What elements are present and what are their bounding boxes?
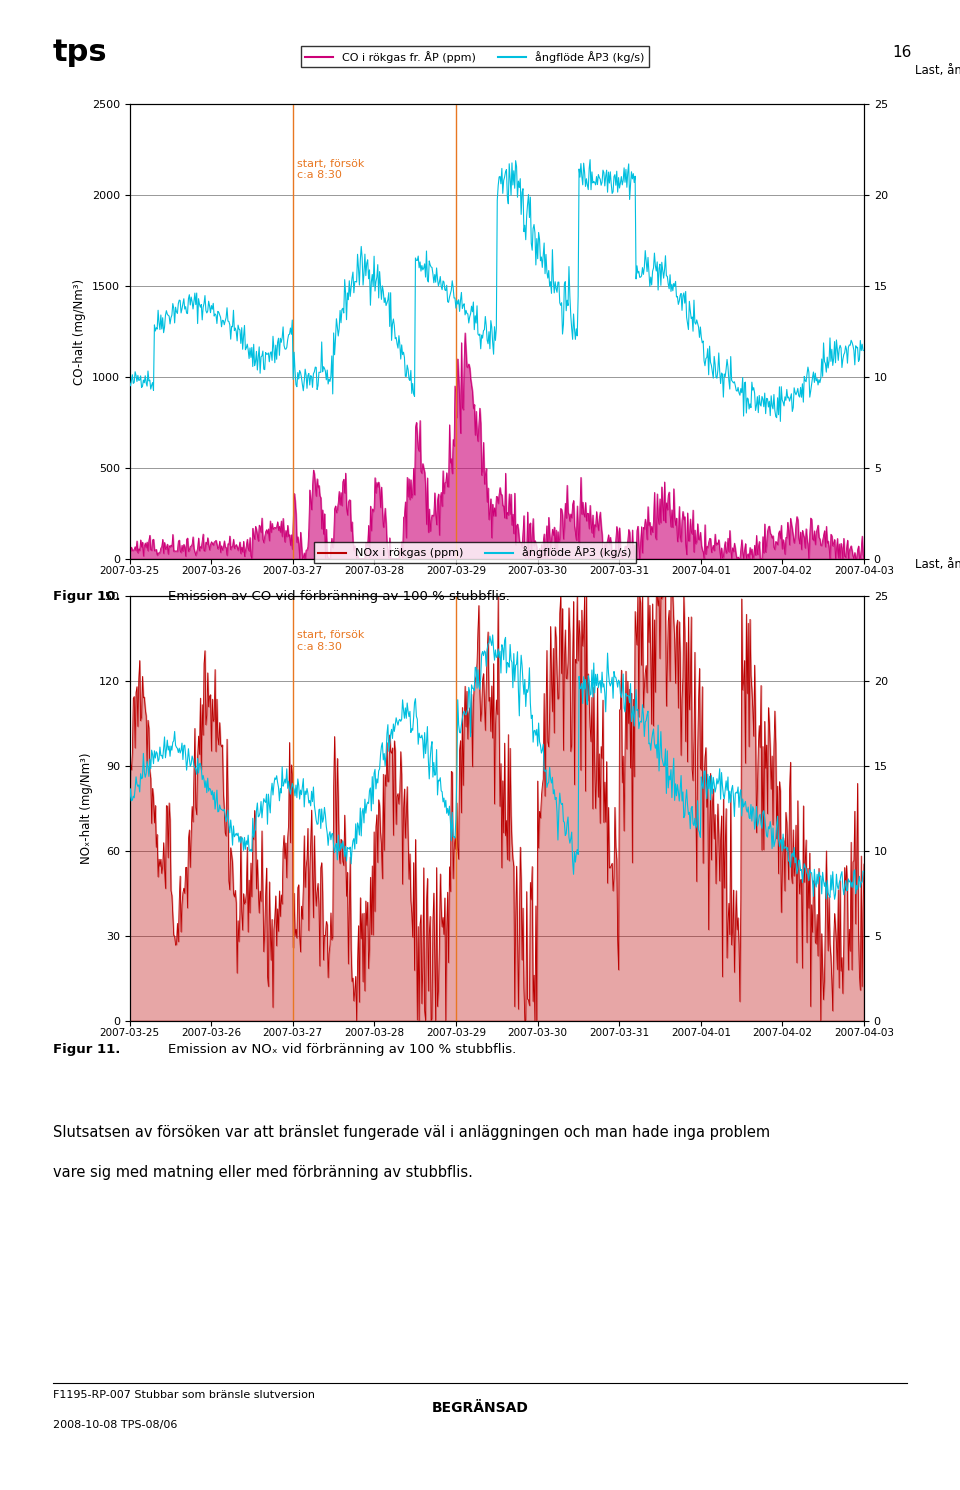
Text: Slutsatsen av försöken var att bränslet fungerade väl i anläggningen och man had: Slutsatsen av försöken var att bränslet …	[53, 1125, 770, 1140]
Text: Figur 10.: Figur 10.	[53, 590, 120, 603]
Text: Last, ångflöde (kg/s): Last, ångflöde (kg/s)	[916, 557, 960, 571]
Text: Figur 11.: Figur 11.	[53, 1043, 120, 1056]
Text: 16: 16	[893, 45, 912, 60]
Text: start, försök
c:a 8:30: start, försök c:a 8:30	[297, 159, 364, 180]
Text: vare sig med matning eller med förbränning av stubbflis.: vare sig med matning eller med förbränni…	[53, 1165, 472, 1180]
Y-axis label: CO-halt (mg/Nm³): CO-halt (mg/Nm³)	[73, 279, 86, 384]
Text: BEGRÄNSAD: BEGRÄNSAD	[432, 1401, 528, 1414]
Text: 2008-10-08 TPS-08/06: 2008-10-08 TPS-08/06	[53, 1420, 178, 1430]
Legend: NOx i rökgas (ppm), ångflöde ÅP3 (kg/s): NOx i rökgas (ppm), ångflöde ÅP3 (kg/s)	[314, 542, 636, 563]
Text: tps: tps	[53, 37, 108, 67]
Text: F1195-RP-007 Stubbar som bränsle slutversion: F1195-RP-007 Stubbar som bränsle slutver…	[53, 1390, 315, 1401]
Legend: CO i rökgas fr. ÅP (ppm), ångflöde ÅP3 (kg/s): CO i rökgas fr. ÅP (ppm), ångflöde ÅP3 (…	[300, 46, 649, 67]
Text: start, försök
c:a 8:30: start, försök c:a 8:30	[297, 630, 364, 651]
Y-axis label: NOₓ-halt (mg/Nm³): NOₓ-halt (mg/Nm³)	[81, 752, 93, 864]
Text: Emission av CO vid förbränning av 100 % stubbflis.: Emission av CO vid förbränning av 100 % …	[168, 590, 510, 603]
Text: Emission av NOₓ vid förbränning av 100 % stubbflis.: Emission av NOₓ vid förbränning av 100 %…	[168, 1043, 516, 1056]
Text: Last, ångflöde (kg/s): Last, ångflöde (kg/s)	[916, 63, 960, 77]
